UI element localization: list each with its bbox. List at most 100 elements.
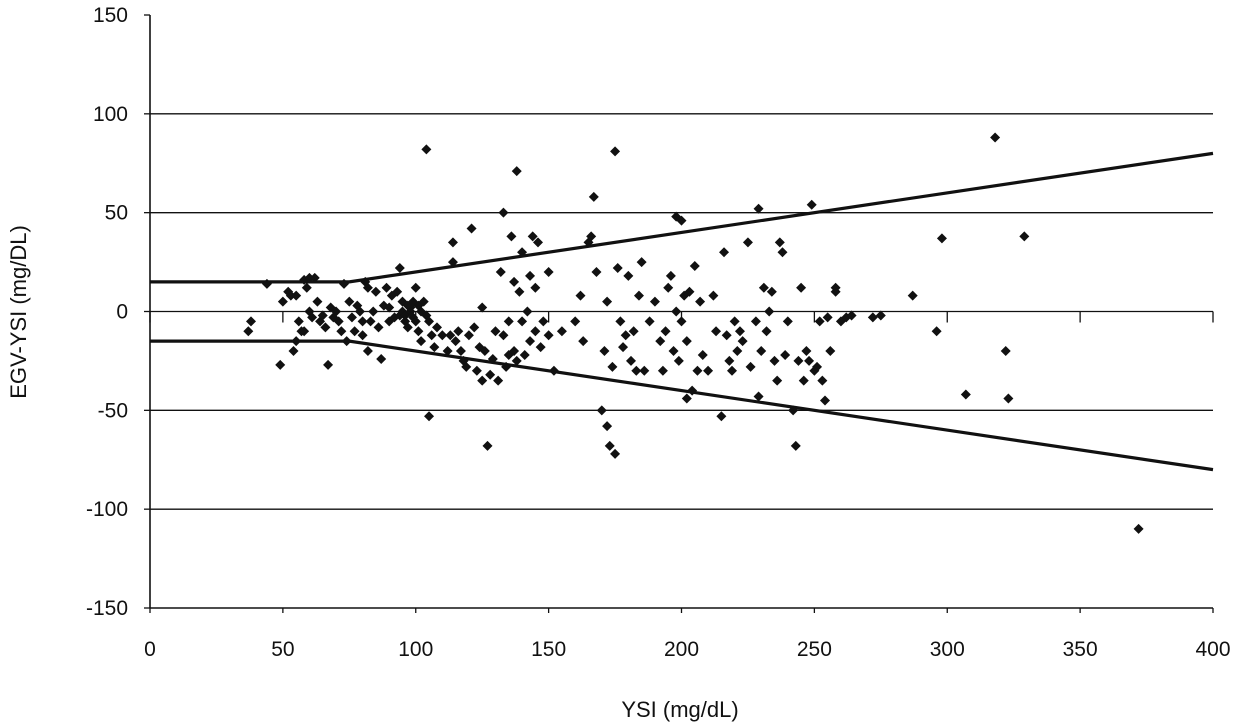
data-point xyxy=(246,316,256,326)
scatter-chart: 150100500-50-100-150 0501001502002503003… xyxy=(0,0,1239,727)
data-point xyxy=(472,366,482,376)
data-point xyxy=(762,326,772,336)
y-tick-label: 0 xyxy=(116,301,128,324)
data-point xyxy=(801,346,811,356)
data-point xyxy=(615,316,625,326)
y-tick-labels: 150100500-50-100-150 xyxy=(86,4,128,620)
data-point xyxy=(804,356,814,366)
data-point xyxy=(610,146,620,156)
data-point xyxy=(302,283,312,293)
x-tick-label: 400 xyxy=(1195,638,1230,661)
data-point xyxy=(799,376,809,386)
data-point xyxy=(1001,346,1011,356)
data-point xyxy=(514,287,524,297)
data-point xyxy=(711,326,721,336)
data-point xyxy=(722,330,732,340)
data-point xyxy=(294,316,304,326)
data-point xyxy=(363,346,373,356)
data-point xyxy=(517,316,527,326)
data-point xyxy=(589,192,599,202)
data-point xyxy=(727,366,737,376)
data-point xyxy=(605,441,615,451)
data-point xyxy=(751,316,761,326)
data-point xyxy=(275,360,285,370)
x-tick-label: 100 xyxy=(398,638,433,661)
data-point xyxy=(597,405,607,415)
data-point xyxy=(549,366,559,376)
data-point xyxy=(336,326,346,336)
x-tick-label: 150 xyxy=(531,638,566,661)
data-point xyxy=(682,393,692,403)
x-tick-label: 250 xyxy=(797,638,832,661)
data-point xyxy=(868,312,878,322)
data-point xyxy=(908,291,918,301)
data-point xyxy=(509,277,519,287)
data-point xyxy=(1019,231,1029,241)
data-point xyxy=(637,257,647,267)
data-point xyxy=(650,297,660,307)
data-point xyxy=(682,336,692,346)
data-point xyxy=(708,291,718,301)
data-point xyxy=(602,421,612,431)
y-tick-label: 100 xyxy=(93,103,128,126)
data-point xyxy=(469,322,479,332)
data-point xyxy=(578,336,588,346)
data-point xyxy=(738,336,748,346)
data-point xyxy=(626,356,636,366)
data-point xyxy=(520,350,530,360)
data-point xyxy=(716,411,726,421)
data-point xyxy=(645,316,655,326)
data-point xyxy=(576,291,586,301)
data-point xyxy=(530,283,540,293)
data-point xyxy=(599,346,609,356)
data-point xyxy=(496,267,506,277)
y-tick-label: 50 xyxy=(105,202,128,225)
data-point xyxy=(613,263,623,273)
data-point xyxy=(570,316,580,326)
data-point xyxy=(289,346,299,356)
data-point xyxy=(243,326,253,336)
data-point xyxy=(770,356,780,366)
data-point xyxy=(820,395,830,405)
data-point xyxy=(783,316,793,326)
x-tick-label: 350 xyxy=(1063,638,1098,661)
data-point xyxy=(432,322,442,332)
data-point xyxy=(719,247,729,257)
x-tick-label: 0 xyxy=(144,638,156,661)
data-point xyxy=(544,267,554,277)
data-point xyxy=(504,316,514,326)
data-point xyxy=(323,360,333,370)
data-point xyxy=(424,411,434,421)
data-point xyxy=(416,336,426,346)
data-point xyxy=(368,307,378,317)
data-point xyxy=(427,330,437,340)
data-point xyxy=(498,208,508,218)
data-point xyxy=(395,263,405,273)
data-point xyxy=(312,297,322,307)
data-point xyxy=(937,233,947,243)
data-point xyxy=(807,200,817,210)
x-tick-label: 300 xyxy=(930,638,965,661)
data-point xyxy=(772,376,782,386)
data-point xyxy=(692,366,702,376)
data-point xyxy=(1134,524,1144,534)
data-point xyxy=(483,441,493,451)
data-point xyxy=(413,326,423,336)
data-point xyxy=(278,297,288,307)
data-point xyxy=(730,316,740,326)
data-point xyxy=(764,307,774,317)
data-point xyxy=(525,336,535,346)
data-point xyxy=(658,366,668,376)
data-point xyxy=(732,346,742,356)
data-point xyxy=(623,271,633,281)
data-point xyxy=(448,237,458,247)
data-point xyxy=(695,297,705,307)
data-point xyxy=(961,390,971,400)
data-point xyxy=(525,271,535,281)
data-point xyxy=(775,237,785,247)
data-point xyxy=(793,356,803,366)
data-point xyxy=(591,267,601,277)
data-point xyxy=(663,283,673,293)
x-tick-label: 200 xyxy=(664,638,699,661)
data-point xyxy=(791,441,801,451)
